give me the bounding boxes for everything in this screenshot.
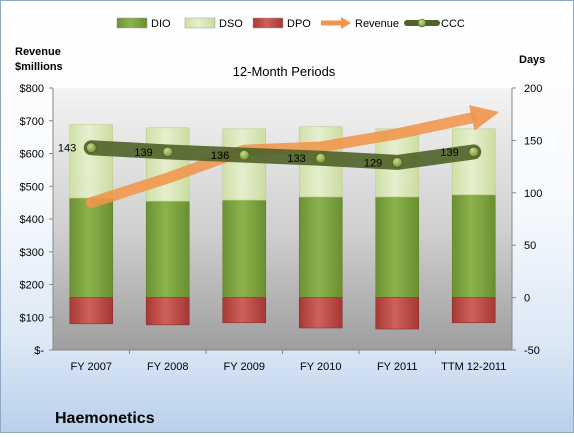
legend: DIO DSO DPO Revenue CCC [116,17,465,30]
x-axis-ticks: FY 2007 FY 2008 FY 2009 FY 2010 FY 2011 TTM 1… [71,350,506,373]
left-tick-label: $200 [20,280,44,292]
ccc-point [85,142,97,154]
revenue-series [85,105,500,209]
dio-bar [69,197,114,298]
ccc-series: 143 139 136 133 129 139 [58,140,482,170]
ccc-data-label: 136 [211,150,229,162]
legend-label-revenue: Revenue [355,18,399,30]
ccc-data-label: 143 [58,143,76,155]
left-axis-title-line-2: $millions [15,61,63,73]
left-tick-label: $400 [20,214,44,226]
ccc-point [238,149,250,161]
ccc-data-label: 139 [440,147,458,159]
left-tick-label: $500 [20,181,44,193]
legend-arrowhead-revenue [341,17,351,29]
right-axis-ticks: -50 0 50 100 150 200 [512,83,542,357]
ccc-line [83,140,482,170]
dso-bar [69,124,114,199]
left-tick-label: $300 [20,247,44,259]
dio-bar [451,194,496,298]
legend-swatch-dpo [252,17,284,29]
right-axis-title: Days [519,54,545,66]
x-tick-label: FY 2010 [300,361,341,373]
left-tick-label: $700 [20,116,44,128]
plot-area [53,88,512,350]
legend-label-dio: DIO [151,18,171,30]
ccc-point [391,157,403,168]
revenue-arrowhead [469,105,500,131]
left-axis-title-line-1: Revenue [15,46,61,58]
dso-bar [222,128,267,201]
legend-swatch-dso [184,17,216,29]
legend-swatch-dio [116,17,148,29]
legend-label-ccc: CCC [441,18,465,30]
right-tick-label: 0 [524,293,530,305]
ccc-data-label: 139 [134,147,152,159]
x-tick-label: FY 2008 [147,361,188,373]
dio-bar [222,199,267,298]
dpo-bar [451,297,496,324]
bars [69,124,496,330]
ccc-data-label: 129 [364,157,382,169]
right-tick-label: 50 [524,240,536,252]
right-tick-label: 150 [524,135,542,147]
dpo-bar [298,297,343,329]
right-tick-label: 200 [524,83,542,95]
dpo-bar [145,297,190,326]
left-tick-label: $- [34,345,44,357]
left-axis-ticks: $- $100 $200 $300 $400 $500 $600 $700 $800 [20,83,53,357]
ccc-data-label: 133 [287,153,305,165]
legend-label-dpo: DPO [287,18,311,30]
company-name: Haemonetics [55,410,155,427]
x-tick-label: FY 2007 [71,361,112,373]
ccc-point [315,152,327,164]
dio-bar [145,200,190,298]
left-tick-label: $600 [20,149,44,161]
dso-bar [451,128,496,196]
right-tick-label: 100 [524,188,542,200]
ccc-point [162,146,174,158]
dpo-bar [375,297,420,330]
dpo-bar [69,297,114,325]
legend-label-dso: DSO [219,18,243,30]
chart-title: 12-Month Periods [233,64,336,79]
x-tick-label: TTM 12-2011 [441,361,506,373]
left-tick-label: $800 [20,83,44,95]
right-tick-label: -50 [524,345,540,357]
ccc-point [468,146,480,158]
left-tick-label: $100 [20,312,44,324]
x-tick-label: FY 2011 [377,361,418,373]
legend-dot-ccc [417,18,427,28]
dpo-bar [222,297,267,324]
dio-bar [375,196,420,298]
x-tick-label: FY 2009 [224,361,265,373]
dio-bar [298,196,343,298]
dso-bar [145,127,190,202]
revenue-line [85,112,478,209]
